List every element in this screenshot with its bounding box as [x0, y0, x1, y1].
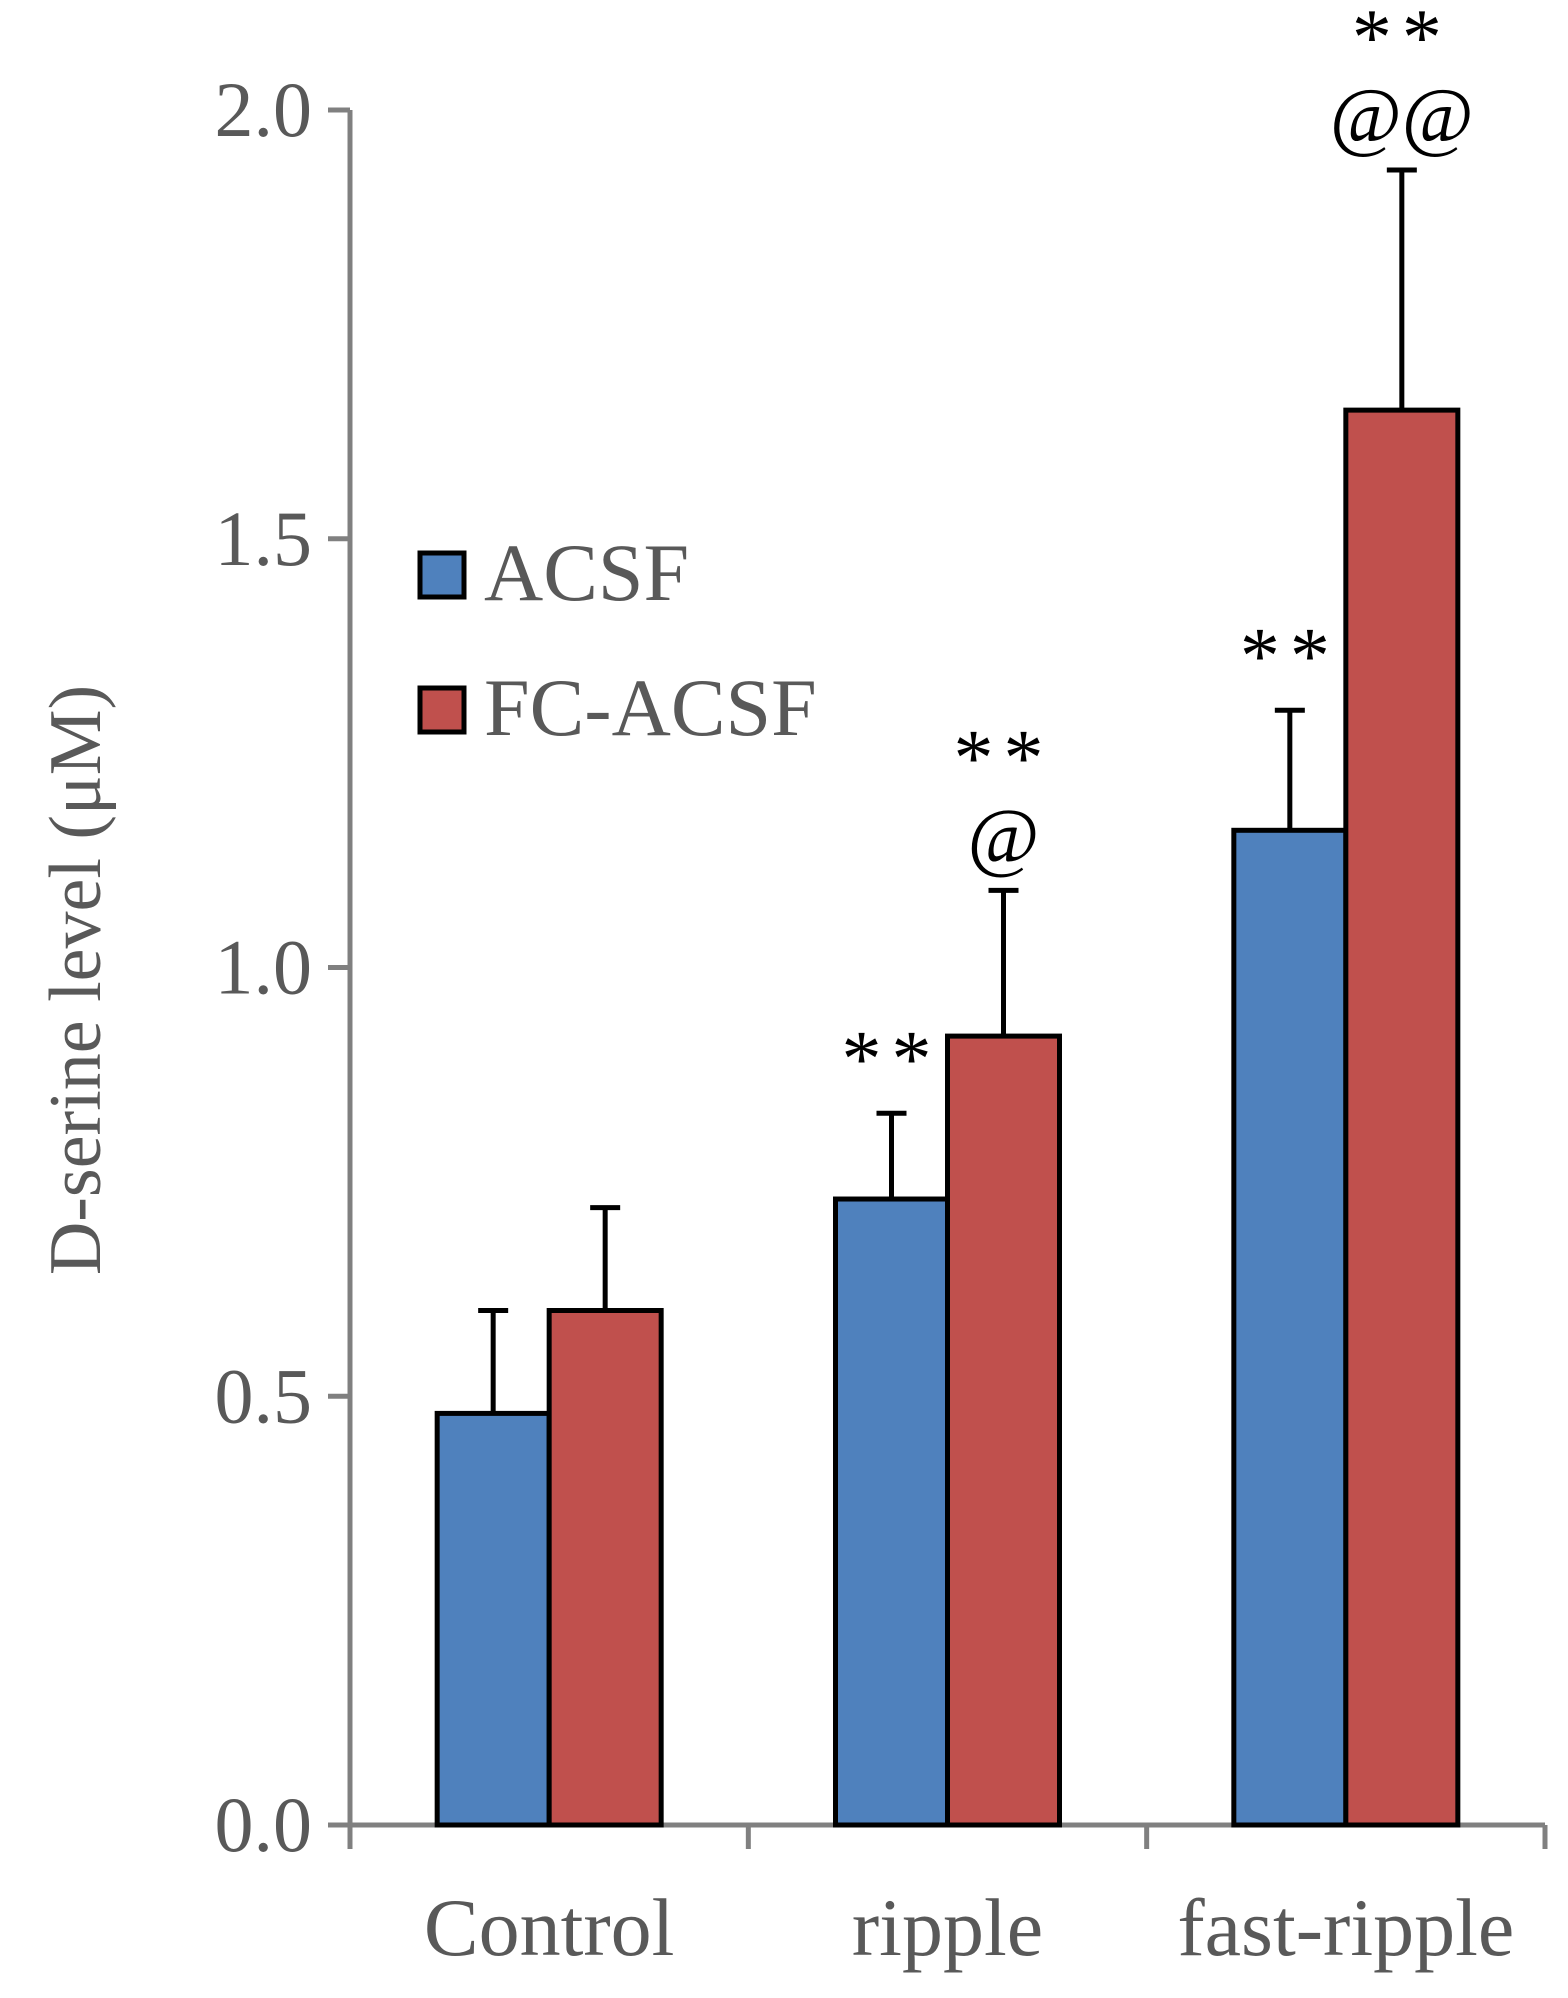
- bar: [833, 1196, 950, 1828]
- legend-label-acsf: ACSF: [484, 527, 689, 618]
- y-tick-label: 0.5: [215, 1352, 313, 1439]
- legend-item-acsf: ACSF: [417, 527, 689, 618]
- bar: [945, 1033, 1062, 1828]
- significance-at: @@: [1330, 72, 1474, 159]
- bar: [546, 1308, 664, 1828]
- y-tick-label: 1.0: [215, 924, 313, 1011]
- significance-stars: **: [1352, 0, 1452, 82]
- x-tick-label: ripple: [852, 1882, 1043, 1973]
- bar: [1343, 407, 1461, 1828]
- significance-at: @: [968, 792, 1040, 879]
- legend-swatch-acsf: [417, 550, 467, 600]
- y-tick-label: 2.0: [215, 66, 313, 153]
- bar: [434, 1410, 552, 1828]
- x-tick-label: fast-ripple: [1177, 1882, 1514, 1973]
- y-axis-label: D-serine level (μM): [35, 685, 117, 1275]
- significance-stars: **: [1240, 612, 1340, 700]
- legend-item-fc-acsf: FC-ACSF: [417, 662, 817, 753]
- significance-stars: **: [842, 1015, 942, 1103]
- bar: [1231, 827, 1349, 1828]
- legend-label-fc-acsf: FC-ACSF: [484, 662, 817, 753]
- legend-swatch-fc-acsf: [417, 685, 467, 735]
- significance-stars: **: [954, 714, 1054, 802]
- x-tick-label: Control: [424, 1882, 675, 1973]
- legend: ACSF FC-ACSF: [417, 527, 817, 753]
- y-tick-label: 0.0: [215, 1781, 313, 1868]
- y-tick-label: 1.5: [215, 495, 313, 582]
